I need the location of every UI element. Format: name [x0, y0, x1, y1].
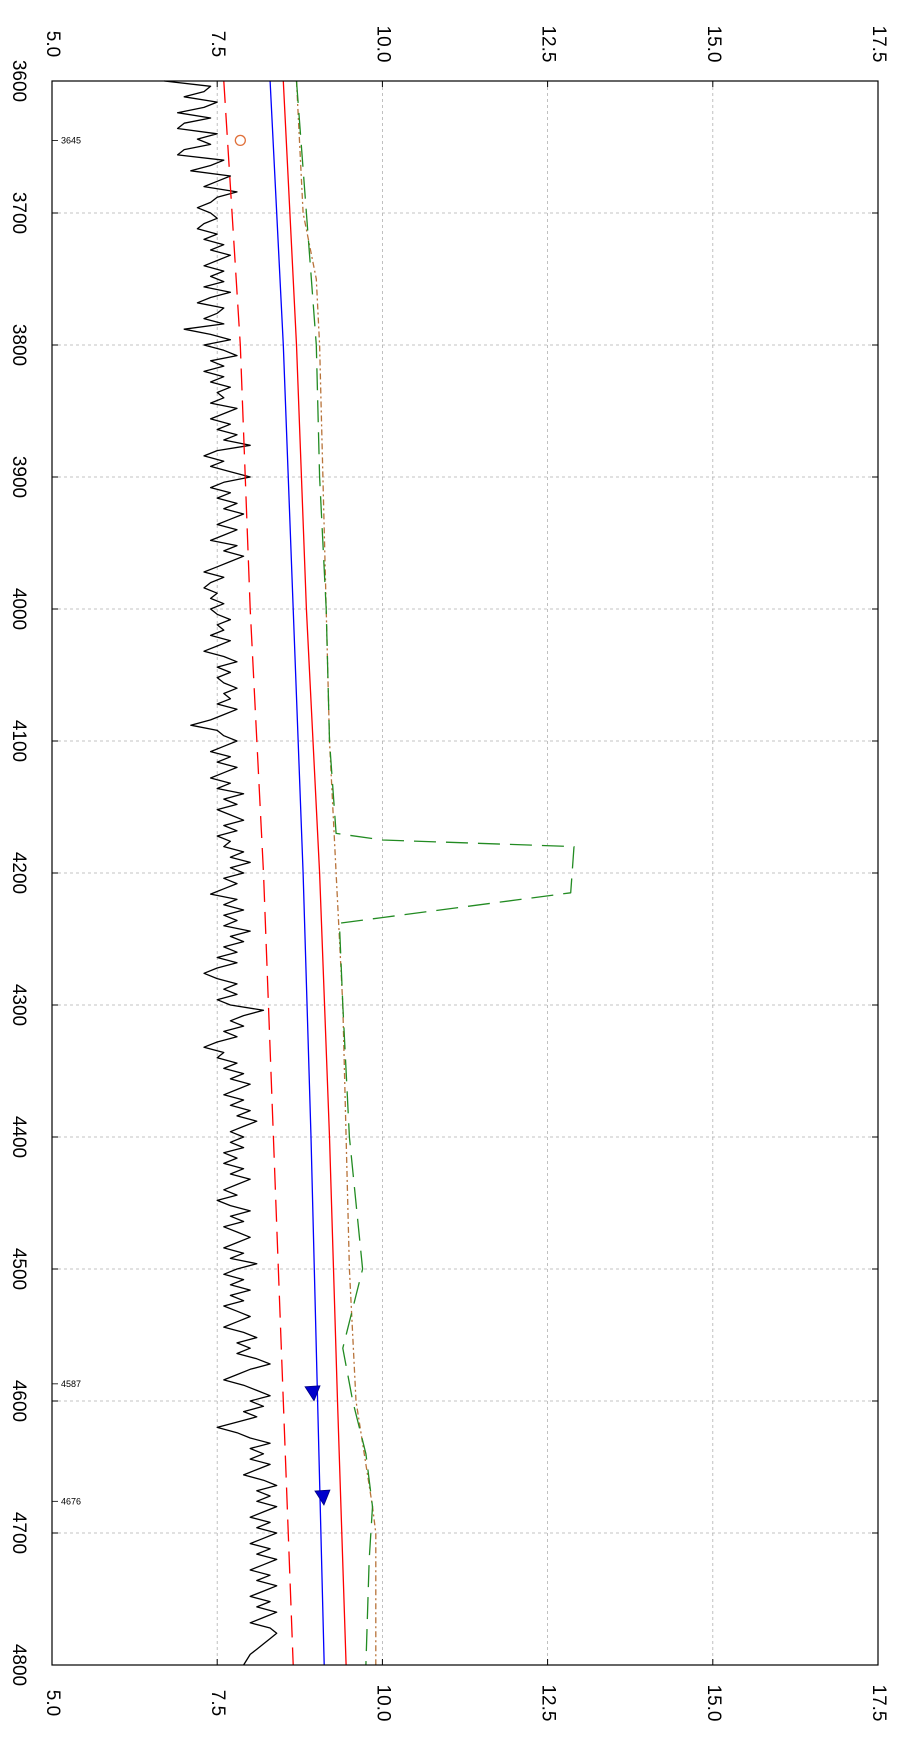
depth-tick-label: 4200	[8, 852, 29, 894]
grid-layer	[52, 81, 878, 1665]
series-line-3	[269, 80, 325, 1666]
value-tick-label-bottom: 12.5	[538, 1685, 559, 1722]
series-line-4	[282, 80, 347, 1666]
series-line-5	[295, 80, 377, 1665]
value-tick-label-top: 15.0	[703, 26, 724, 63]
depth-tick-label: 4600	[8, 1380, 29, 1422]
depth-tick-label: 3700	[8, 192, 29, 234]
depth-tick-label: 3600	[8, 60, 29, 102]
annotation-label: 4676	[61, 1496, 81, 1506]
series-line-1	[164, 80, 278, 1666]
depth-tick-label: 3900	[8, 456, 29, 498]
depth-tick-label: 3800	[8, 324, 29, 366]
value-tick-label-bottom: 5.0	[42, 1690, 63, 1716]
depth-tick-label: 4100	[8, 720, 29, 762]
depth-tick-label: 4800	[8, 1644, 29, 1686]
marker-layer	[234, 134, 331, 1506]
depth-tick-label: 4500	[8, 1248, 29, 1290]
depth-tick-label: 4400	[8, 1116, 29, 1158]
series-line-2	[223, 80, 294, 1666]
axis-layer: 3600 3700 3800 3900 4000 4100 4200 4300 4400 4500…	[8, 26, 889, 1722]
marker-circle-1	[234, 134, 246, 147]
value-tick-label-bottom: 17.5	[868, 1685, 889, 1722]
depth-tick-label: 4000	[8, 588, 29, 630]
value-tick-label-top: 17.5	[868, 26, 889, 63]
annotation-label: 4587	[61, 1379, 81, 1389]
marker-triangle-3	[314, 1489, 331, 1506]
series-layer	[164, 80, 575, 1666]
value-tick-label-top: 10.0	[372, 26, 393, 63]
depth-tick-label: 4300	[8, 984, 29, 1026]
value-tick-label-bottom: 15.0	[703, 1685, 724, 1722]
value-tick-label-top: 7.5	[207, 31, 228, 57]
value-tick-label-bottom: 10.0	[372, 1685, 393, 1722]
depth-tick-label: 4700	[8, 1512, 29, 1554]
value-tick-label-top: 5.0	[42, 31, 63, 57]
annotation-label: 3645	[61, 135, 81, 145]
value-tick-label-top: 12.5	[538, 26, 559, 63]
marker-triangle-2	[304, 1385, 321, 1402]
value-tick-label-bottom: 7.5	[207, 1690, 228, 1716]
